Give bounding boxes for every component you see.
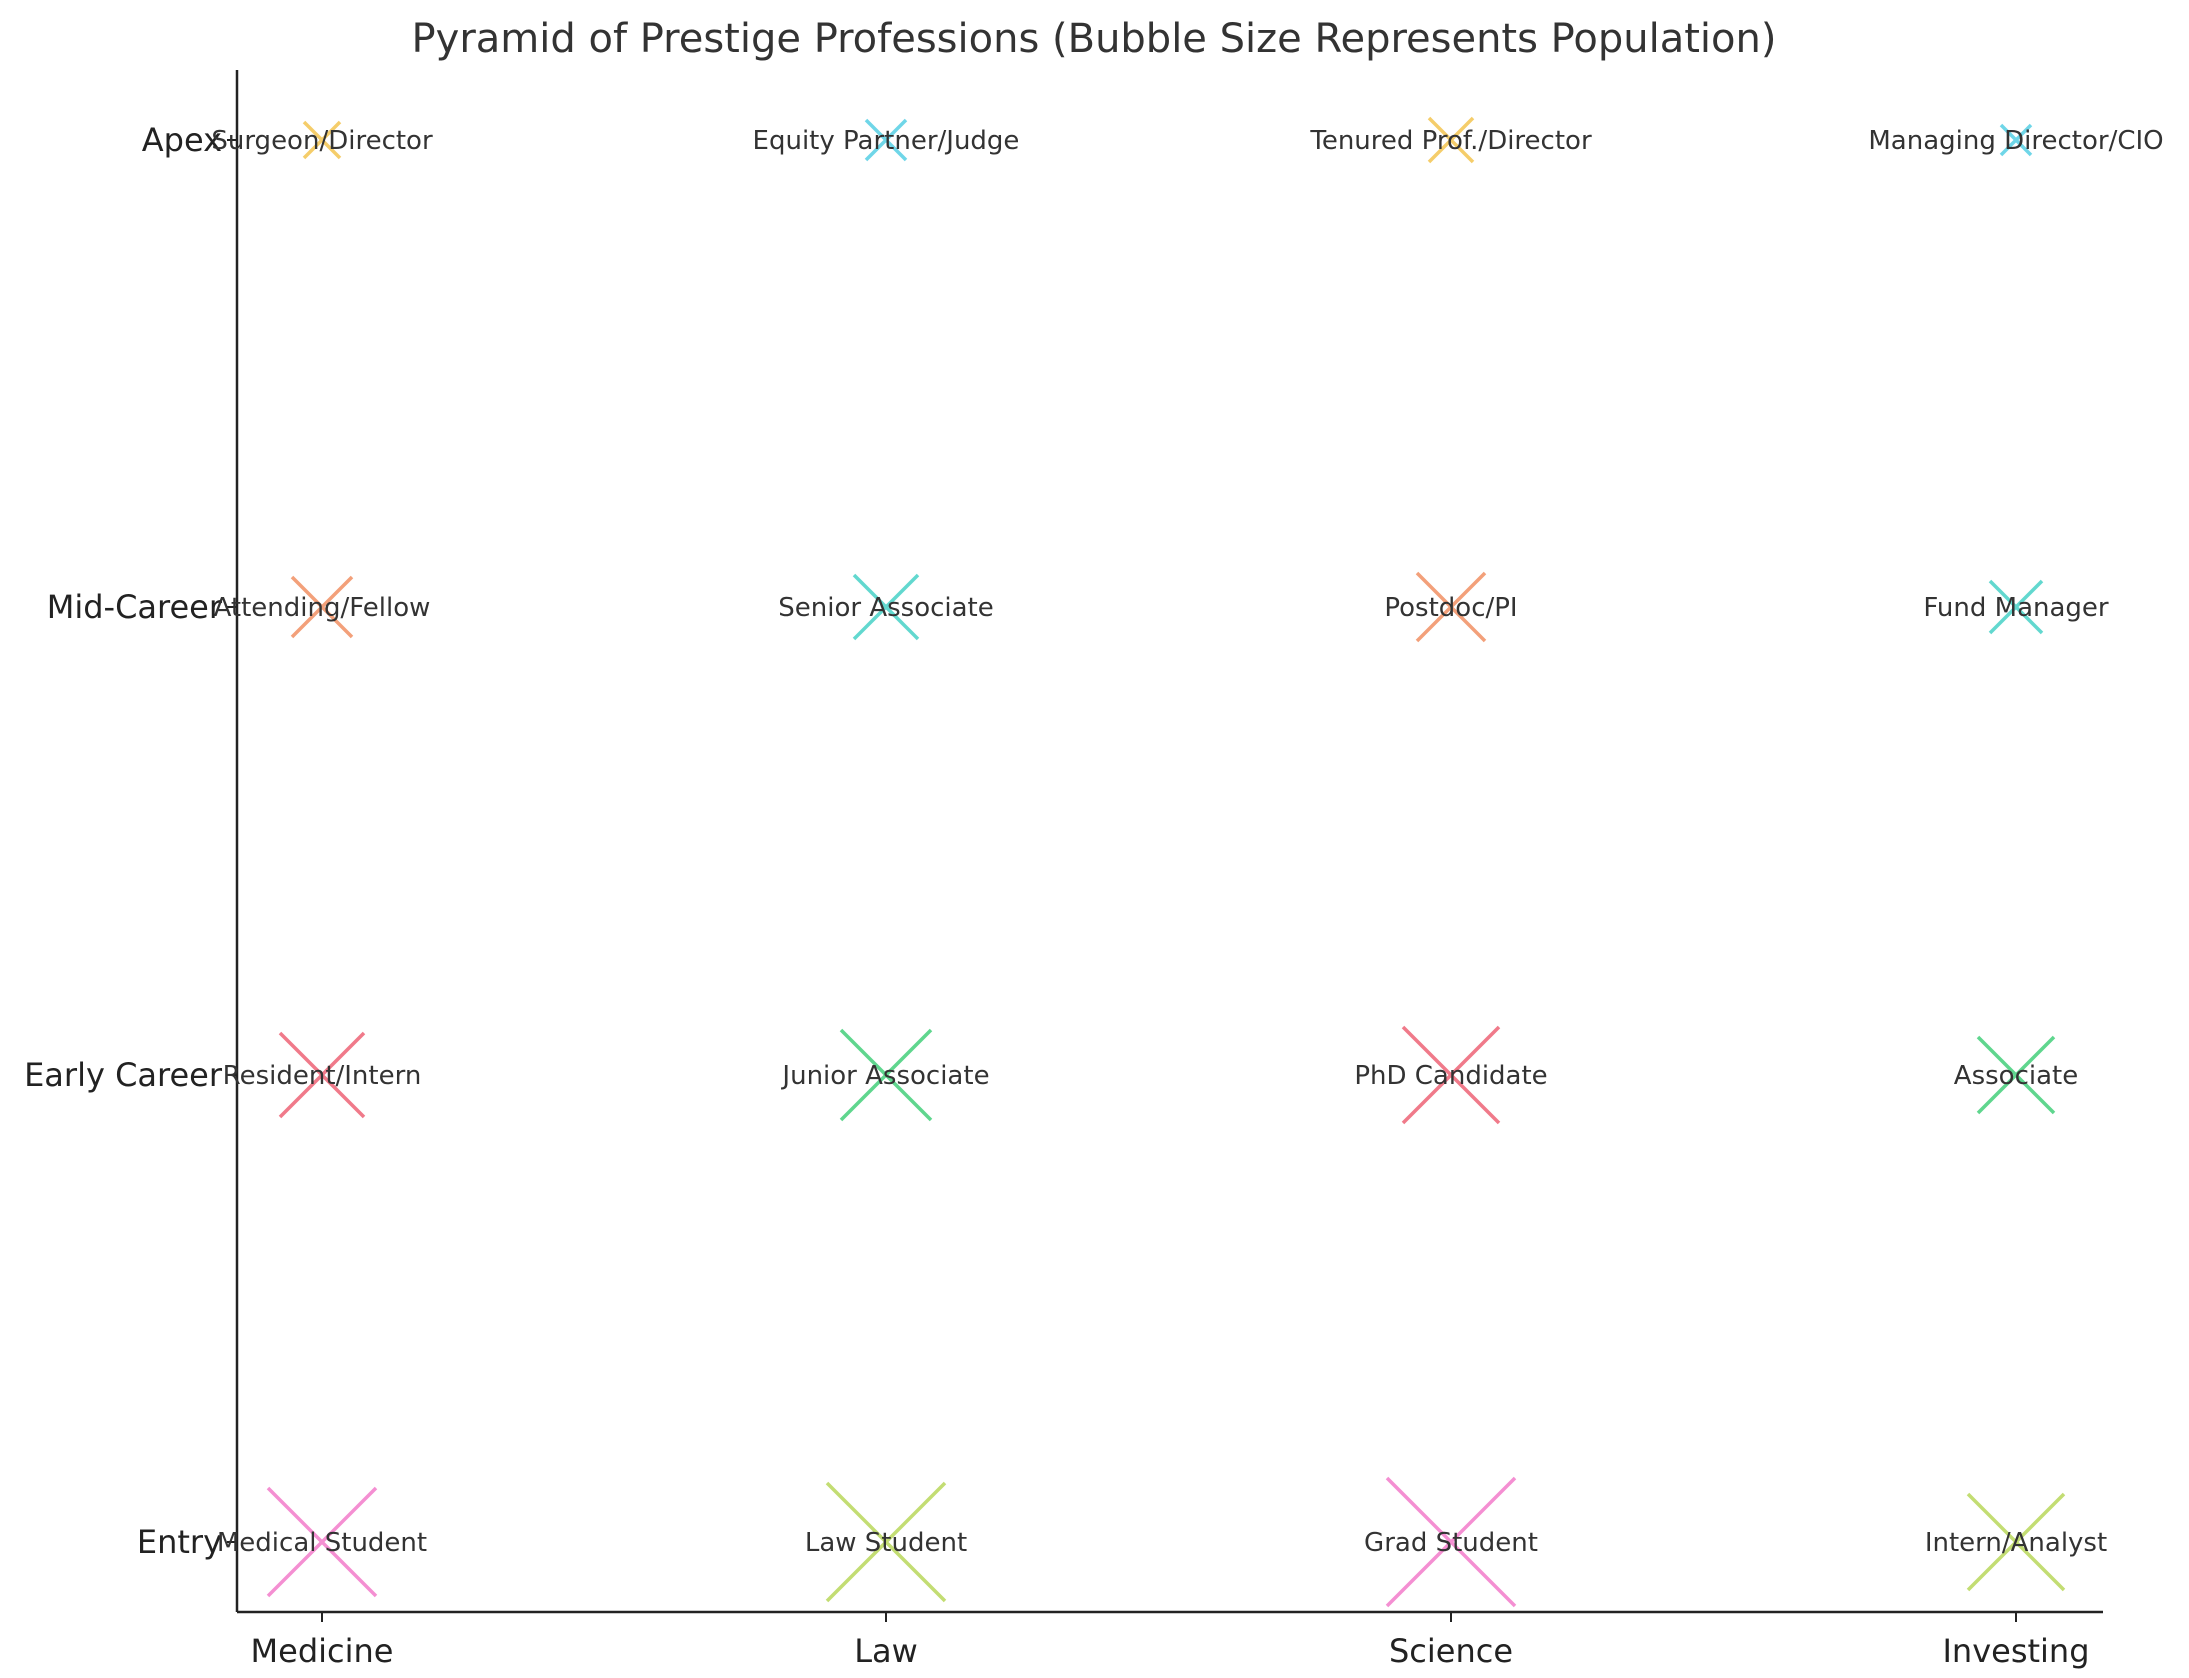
marker-stroke [825,1481,947,1603]
point-label-senior-associate: Senior Associate [778,593,994,623]
marker-stroke [839,1028,933,1122]
marker-associate [1976,1035,2056,1115]
point-label-equity-partner-judge: Equity Partner/Judge [753,126,1020,156]
y-tick-label-mid-career: Mid-Career [47,588,223,626]
y-ticks: Entry Early Career Mid-Career Apex [24,121,237,1561]
marker-surgeon-director [302,120,342,160]
marker-law-student [825,1481,947,1603]
x-ticks: Medicine Law Science Investing [251,1612,2090,1670]
marker-stroke [290,575,354,639]
point-label-tenured-prof-director: Tenured Prof./Director [1309,126,1592,156]
marker-stroke [1988,579,2044,635]
axes [235,70,2103,1614]
point-label-associate: Associate [1954,1061,2078,1091]
y-tick-label-entry: Entry [137,1523,222,1561]
marker-stroke [278,1031,366,1119]
marker-grad-student [1385,1476,1517,1608]
x-tick-label-investing: Investing [1942,1632,2089,1670]
marker-stroke [302,120,342,160]
point-label-intern-analyst: Intern/Analyst [1925,1528,2107,1558]
point-label-postdoc-pi: Postdoc/PI [1384,593,1517,623]
marker-junior-associate [839,1028,933,1122]
y-tick-label-apex: Apex [142,121,222,159]
marker-stroke [266,1486,378,1598]
marker-stroke [1999,123,2033,157]
marker-stroke [852,573,920,641]
point-label-phd-candidate: PhD Candidate [1354,1061,1547,1091]
x-tick-label-medicine: Medicine [251,1632,394,1670]
marker-attending-fellow [290,575,354,639]
marker-medical-student [266,1486,378,1598]
marker-stroke [1427,116,1475,164]
marker-phd-candidate [1401,1025,1501,1125]
point-label-resident-intern: Resident/Intern [223,1061,422,1091]
point-label-fund-manager: Fund Manager [1923,593,2109,623]
point-label-grad-student: Grad Student [1364,1528,1538,1558]
point-label-attending-fellow: Attending/Fellow [214,593,431,623]
marker-tenured-prof-director [1427,116,1475,164]
chart-title: Pyramid of Prestige Professions (Bubble … [412,16,1777,62]
marker-managing-director-cio [1999,123,2033,157]
marker-stroke [1415,571,1487,643]
marker-stroke [1385,1476,1517,1608]
marker-postdoc-pi [1415,571,1487,643]
marker-stroke [1976,1035,2056,1115]
marker-resident-intern [278,1031,366,1119]
marker-stroke [864,118,908,162]
marker-fund-manager [1988,579,2044,635]
point-label-managing-director-cio: Managing Director/CIO [1868,126,2163,156]
point-label-surgeon-director: Surgeon/Director [211,126,433,156]
point-labels: Medical Student Law Student Grad Student In… [211,126,2163,1558]
marker-stroke [1966,1492,2066,1592]
markers [266,116,2066,1608]
x-tick-label-law: Law [854,1632,918,1670]
point-label-junior-associate: Junior Associate [780,1061,989,1091]
y-tick-label-early-career: Early Career [24,1056,223,1094]
marker-stroke [1401,1025,1501,1125]
marker-intern-analyst [1966,1492,2066,1592]
x-tick-label-science: Science [1389,1632,1513,1670]
point-label-law-student: Law Student [805,1528,967,1558]
marker-senior-associate [852,573,920,641]
marker-equity-partner-judge [864,118,908,162]
point-label-medical-student: Medical Student [217,1528,427,1558]
